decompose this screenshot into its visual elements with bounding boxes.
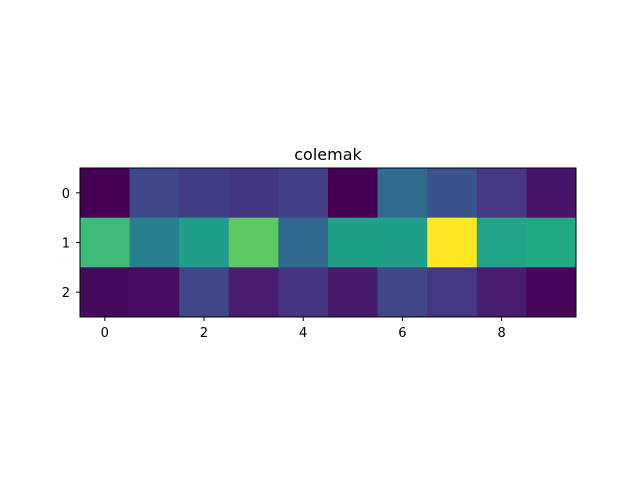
heatmap-cell-r1-c4 — [278, 217, 329, 268]
heatmap-cell-r1-c7 — [427, 217, 478, 268]
heatmap-cell-r0-c6 — [377, 168, 428, 218]
heatmap-cell-r2-c5 — [328, 267, 378, 318]
heatmap-cell-r2-c0 — [80, 267, 130, 318]
heatmap-cell-r1-c5 — [328, 217, 378, 268]
chart-title: colemak — [294, 145, 362, 164]
x-tick-label-0: 0 — [101, 326, 109, 341]
heatmap-cells — [80, 168, 577, 318]
heatmap-cell-r0-c1 — [129, 168, 180, 218]
heatmap-cell-r1-c8 — [476, 217, 527, 268]
heatmap-cell-r2-c8 — [476, 267, 527, 318]
heatmap-cell-r0-c7 — [427, 168, 478, 218]
heatmap-cell-r1-c6 — [377, 217, 428, 268]
heatmap-cell-r2-c1 — [129, 267, 180, 318]
y-tick-label-2: 2 — [62, 286, 70, 301]
heatmap-cell-r0-c0 — [80, 168, 130, 218]
heatmap-cell-r0-c9 — [526, 168, 577, 218]
heatmap-cell-r2-c4 — [278, 267, 329, 318]
y-tick-label-1: 1 — [62, 237, 70, 252]
heatmap-cell-r0-c8 — [476, 168, 527, 218]
x-axis: 0 2 4 6 8 — [101, 317, 506, 341]
heatmap-cell-r1-c9 — [526, 217, 577, 268]
x-tick-label-4: 8 — [497, 326, 505, 341]
heatmap-cell-r1-c0 — [80, 217, 130, 268]
heatmap-cell-r1-c3 — [228, 217, 279, 268]
x-tick-label-2: 4 — [299, 326, 307, 341]
heatmap-cell-r1-c1 — [129, 217, 180, 268]
heatmap-cell-r0-c4 — [278, 168, 329, 218]
heatmap-cell-r2-c7 — [427, 267, 478, 318]
x-tick-label-3: 6 — [398, 326, 406, 341]
y-tick-label-0: 0 — [62, 187, 70, 202]
heatmap-cell-r2-c3 — [228, 267, 279, 318]
heatmap-cell-r2-c9 — [526, 267, 577, 318]
heatmap-cell-r2-c6 — [377, 267, 428, 318]
heatmap-cell-r1-c2 — [179, 217, 230, 268]
heatmap-cell-r2-c2 — [179, 267, 230, 318]
y-axis: 0 1 2 — [62, 187, 80, 301]
x-tick-label-1: 2 — [200, 326, 208, 341]
heatmap-cell-r0-c3 — [228, 168, 279, 218]
heatmap-cell-r0-c2 — [179, 168, 230, 218]
heatmap-cell-r0-c5 — [328, 168, 378, 218]
